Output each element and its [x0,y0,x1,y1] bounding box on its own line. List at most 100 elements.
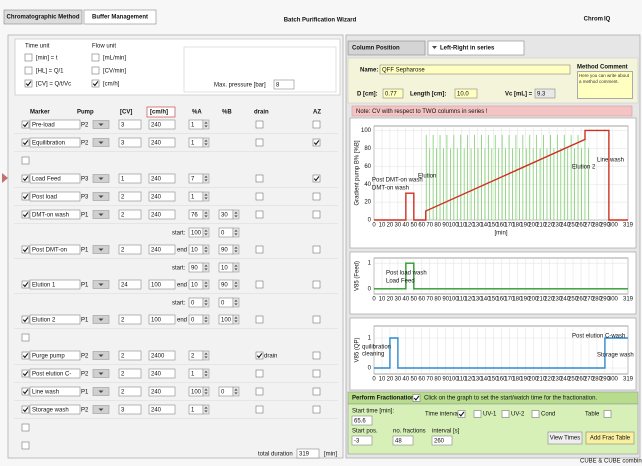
checkbox[interactable] [312,192,321,201]
spinner[interactable] [202,209,210,220]
checkbox[interactable] [312,315,321,324]
input-box[interactable] [29,279,81,290]
mode-dropdown[interactable] [427,40,525,56]
input-box[interactable] [148,119,176,130]
checkbox[interactable] [312,174,321,183]
input-box[interactable] [29,119,81,130]
checkbox[interactable] [91,79,100,88]
checkbox[interactable] [21,351,30,360]
checkbox[interactable] [21,423,30,432]
input-box[interactable] [118,314,142,325]
input-box[interactable] [392,435,414,446]
checkbox[interactable] [312,405,321,414]
checkbox[interactable] [21,210,30,219]
input-box[interactable] [118,368,142,379]
checkbox[interactable] [255,280,264,289]
input-box[interactable] [118,191,142,202]
checkbox[interactable] [255,351,264,360]
checkbox[interactable] [21,315,30,324]
input-box[interactable] [296,448,320,459]
input-box[interactable] [431,435,453,446]
spinner[interactable] [202,244,210,255]
checkbox[interactable] [473,410,482,418]
spinner[interactable] [232,386,240,397]
spinner[interactable] [232,244,240,255]
checkbox[interactable] [312,387,321,396]
checkbox[interactable] [21,156,30,165]
input-box[interactable] [351,435,373,446]
spinner[interactable] [202,119,210,130]
input-box[interactable] [29,209,81,220]
input-box[interactable] [148,350,176,361]
spinner[interactable] [202,279,210,290]
input-box[interactable] [382,88,404,99]
checkbox[interactable] [255,387,264,396]
comment-text[interactable]: Here you can write about a method commen… [577,71,633,99]
input-box[interactable] [118,119,142,130]
input-box[interactable] [29,314,81,325]
input-box[interactable] [29,350,81,361]
spinner[interactable] [202,173,210,184]
input-box[interactable] [118,404,142,415]
checkbox[interactable] [312,120,321,129]
spinner[interactable] [202,262,210,273]
spinner[interactable] [202,227,210,238]
input-box[interactable] [148,386,176,397]
checkbox[interactable] [255,315,264,324]
checkbox[interactable] [603,410,612,418]
checkbox[interactable] [21,333,30,342]
spinner[interactable] [202,297,210,308]
checkbox[interactable] [21,192,30,201]
checkbox[interactable] [412,394,421,402]
checkbox[interactable] [312,351,321,360]
input-box[interactable] [118,279,142,290]
checkbox[interactable] [255,369,264,378]
checkbox[interactable] [457,410,466,418]
checkbox[interactable] [21,441,30,450]
input-box[interactable] [148,279,176,290]
checkbox[interactable] [312,210,321,219]
checkbox[interactable] [21,120,30,129]
checkbox[interactable] [312,138,321,147]
spinner[interactable] [232,297,240,308]
input-box[interactable] [148,404,176,415]
checkbox[interactable] [21,138,30,147]
checkbox[interactable] [91,66,100,75]
spinner[interactable] [202,350,210,361]
checkbox[interactable] [255,405,264,414]
checkbox[interactable] [21,387,30,396]
checkbox[interactable] [255,192,264,201]
input-box[interactable] [148,137,176,148]
button-label[interactable]: View Times [550,436,581,442]
checkbox[interactable] [312,245,321,254]
checkbox[interactable] [255,174,264,183]
input-box[interactable] [118,244,142,255]
checkbox[interactable] [255,210,264,219]
checkbox[interactable] [255,138,264,147]
spinner[interactable] [232,227,240,238]
input-box[interactable] [379,64,571,75]
input-box[interactable] [118,137,142,148]
checkbox[interactable] [21,369,30,378]
spinner[interactable] [202,386,210,397]
checkbox[interactable] [24,53,33,62]
input-box[interactable] [148,314,176,325]
spinner[interactable] [202,137,210,148]
input-box[interactable] [29,368,81,379]
input-box[interactable] [148,209,176,220]
input-box[interactable] [534,88,556,99]
spinner[interactable] [202,314,210,325]
spinner[interactable] [202,404,210,415]
comment-box[interactable]: Here you can write about a method commen… [577,71,635,101]
checkbox[interactable] [21,405,30,414]
checkbox[interactable] [501,410,510,418]
button[interactable] [585,431,635,445]
checkbox[interactable] [255,245,264,254]
input-box[interactable] [454,88,478,99]
input-box[interactable] [118,350,142,361]
button[interactable] [547,431,583,445]
spinner[interactable] [202,368,210,379]
input-box[interactable] [148,191,176,202]
spinner[interactable] [232,314,240,325]
checkbox[interactable] [312,280,321,289]
